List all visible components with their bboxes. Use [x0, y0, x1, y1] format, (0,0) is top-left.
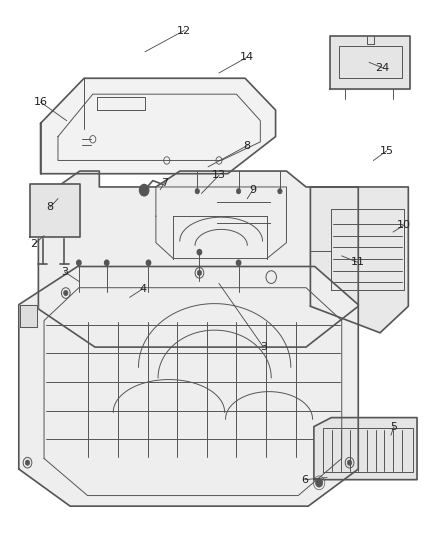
Text: 3: 3: [61, 267, 68, 277]
Circle shape: [146, 260, 151, 265]
Text: 10: 10: [397, 220, 411, 230]
Text: 15: 15: [380, 146, 394, 156]
Text: 4: 4: [139, 284, 146, 294]
Circle shape: [77, 260, 81, 265]
Polygon shape: [330, 36, 410, 89]
Polygon shape: [311, 187, 408, 333]
Text: 9: 9: [249, 184, 257, 195]
Circle shape: [195, 189, 199, 194]
Circle shape: [316, 479, 322, 487]
Text: 14: 14: [240, 52, 254, 62]
Polygon shape: [39, 171, 358, 347]
Polygon shape: [41, 78, 276, 174]
Text: 16: 16: [34, 97, 48, 107]
Circle shape: [347, 460, 352, 465]
Circle shape: [237, 260, 241, 265]
Circle shape: [197, 249, 201, 255]
Text: 24: 24: [375, 63, 389, 72]
Circle shape: [197, 270, 201, 276]
Polygon shape: [19, 266, 358, 506]
Text: 11: 11: [350, 257, 364, 267]
Circle shape: [237, 189, 241, 194]
Circle shape: [25, 460, 30, 465]
Text: 5: 5: [390, 422, 397, 432]
Circle shape: [105, 260, 109, 265]
Text: 2: 2: [31, 239, 38, 249]
Text: 7: 7: [161, 177, 168, 188]
Circle shape: [64, 290, 68, 296]
Text: 8: 8: [244, 141, 251, 151]
Circle shape: [278, 189, 282, 194]
Polygon shape: [314, 418, 417, 480]
Text: 12: 12: [177, 26, 191, 36]
Text: 8: 8: [46, 202, 54, 212]
Text: 6: 6: [302, 475, 309, 484]
Polygon shape: [20, 305, 37, 327]
Text: 3: 3: [260, 342, 267, 352]
Polygon shape: [30, 184, 80, 237]
Text: 13: 13: [212, 171, 226, 180]
Circle shape: [139, 184, 149, 196]
